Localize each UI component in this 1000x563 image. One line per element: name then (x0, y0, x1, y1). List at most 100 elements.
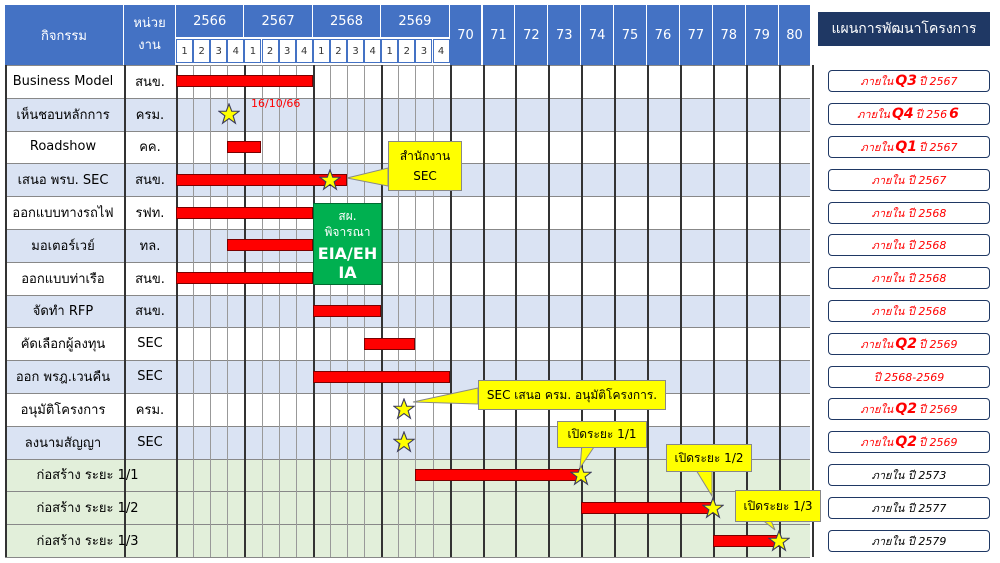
header-later-year: 71 (482, 5, 516, 65)
gantt-bar (176, 206, 313, 219)
plan-box: ภายใน ปี 2567 (828, 168, 990, 191)
unit-label: SEC (137, 434, 163, 450)
activity-label: คัดเลือกผู้ลงทุน (20, 337, 106, 353)
header-quarter: 1 (381, 39, 399, 63)
grid-vline (449, 65, 452, 557)
milestone-star (392, 397, 416, 420)
grid-vline (778, 65, 781, 557)
grid-hline (5, 261, 810, 263)
header-quarter: 4 (432, 39, 450, 63)
callout-open-11: เปิดระยะ 1/1 (557, 421, 647, 448)
grid-hline (5, 327, 810, 329)
milestone-star (217, 102, 241, 125)
milestone-star (392, 430, 416, 453)
grid-hline (5, 294, 810, 296)
unit-label: ครม. (135, 402, 165, 418)
activity-label: ก่อสร้าง ระยะ 1/1 (36, 468, 139, 484)
unit-label: สนข. (135, 271, 165, 287)
grid-vline (295, 65, 297, 557)
plan-quarter: Q3 (895, 73, 917, 90)
grid-hline (5, 393, 810, 394)
gantt-bar (227, 239, 313, 252)
header-later-year: 74 (581, 5, 615, 65)
gantt-bar (176, 75, 313, 88)
grid-vline (482, 65, 485, 557)
header-year: 2567 (244, 5, 313, 37)
plan-box: ภายใน ปี 2568 (828, 300, 990, 322)
activity-label: มอเตอร์เวย์ (31, 238, 95, 254)
row-background (5, 261, 810, 295)
header-quarter: 1 (312, 39, 330, 63)
activity-label: Business Model (12, 73, 114, 89)
header-quarter: 1 (176, 39, 194, 63)
row-background (5, 196, 810, 229)
unit-label: ครม. (135, 107, 165, 123)
header-activity: กิจกรรม (5, 5, 124, 65)
plan-pre: ภายใน (860, 141, 894, 154)
header-quarter: 3 (415, 39, 433, 63)
plan-quarter: Q2 (895, 335, 917, 352)
row-background (5, 229, 810, 262)
gantt-bar (227, 141, 262, 153)
grid-hline (5, 491, 810, 493)
plan-box: ภายใน Q2 ปี 2569 (828, 431, 990, 454)
milestone-star (569, 463, 593, 486)
unit-label: คค. (139, 140, 161, 156)
callout-open-12: เปิดระยะ 1/2 (666, 444, 752, 472)
eia-line4: IA (338, 263, 357, 282)
plan-pre: ภายใน (860, 337, 894, 351)
activity-label: ก่อสร้าง ระยะ 1/3 (36, 534, 139, 550)
grid-vline (647, 65, 649, 557)
activity-label: ออกแบบทางรถไฟ (12, 206, 114, 222)
unit-label: สนข. (135, 304, 165, 320)
row-background (5, 294, 810, 328)
header-later-year: 78 (712, 5, 746, 65)
grid-vline (278, 65, 280, 557)
plan-pre: ภายใน ปี 2579 (871, 534, 947, 548)
header-year: 2568 (312, 5, 382, 37)
grid-vline (176, 65, 178, 557)
plan-pre: ปี 2568-2569 (873, 370, 945, 384)
header-later-year: 73 (548, 5, 582, 65)
activity-label: ลงนามสัญญา (24, 435, 102, 451)
grid-hline (5, 557, 810, 558)
callout-pointer (695, 469, 713, 498)
grid-hline (5, 97, 810, 99)
plan-post: ปี 2569 (918, 436, 958, 450)
plan-post: ปี 2569 (918, 403, 958, 417)
callout-pointer (412, 387, 479, 405)
header-quarter: 2 (329, 39, 347, 63)
header-quarter: 4 (227, 39, 245, 63)
grid-vline (548, 65, 551, 557)
plan-post: ปี 2567 (918, 141, 958, 154)
plan-post: ปี 256 (915, 108, 948, 122)
grid-vline (581, 65, 584, 557)
header-later-year: 70 (449, 5, 483, 65)
activity-label: จัดทำ RFP (32, 304, 94, 320)
grid-vline (432, 65, 434, 557)
grid-vline (811, 65, 814, 557)
grid-vline (124, 65, 126, 557)
unit-label: รฟท. (135, 206, 165, 222)
activity-label: เสนอ พรบ. SEC (17, 173, 109, 189)
grid-vline (745, 65, 748, 557)
gantt-bar (312, 305, 382, 317)
callout-open-13: เปิดระยะ 1/3 (735, 490, 821, 522)
grid-vline (398, 65, 400, 557)
row-background (5, 65, 810, 98)
milestone-date-label: 16/10/66 (251, 97, 301, 110)
grid-vline (381, 65, 384, 557)
plan-pre: ภายใน ปี 2568 (871, 272, 947, 286)
plan-box: ภายใน ปี 2568 (828, 267, 990, 290)
plan-pre: ภายใน ปี 2568 (871, 206, 947, 220)
header-later-year: 72 (515, 5, 549, 65)
grid-vline (261, 65, 263, 557)
plan-pre: ภายใน (857, 108, 890, 122)
header-quarter: 2 (193, 39, 211, 63)
gantt-bar (364, 337, 416, 350)
plan-pre: ภายใน ปี 2567 (871, 173, 947, 187)
grid-hline (5, 524, 810, 526)
eia-line3: EIA/EH (317, 244, 378, 263)
activity-label: ออกแบบท่าเรือ (21, 271, 105, 287)
